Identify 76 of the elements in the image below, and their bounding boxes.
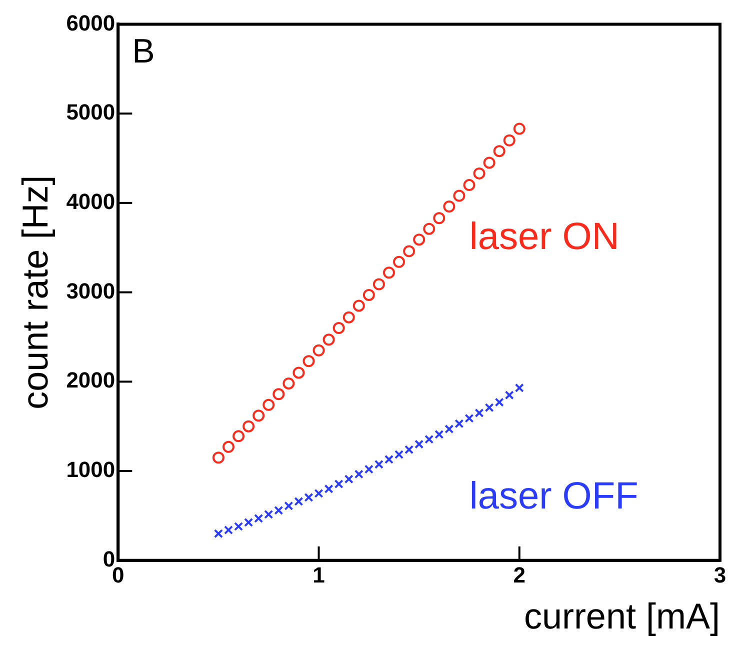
point xyxy=(262,398,275,411)
point xyxy=(272,388,285,400)
point xyxy=(372,278,385,290)
y-tick-label: 1000 xyxy=(66,457,116,482)
point xyxy=(214,529,223,538)
point xyxy=(352,300,365,312)
point xyxy=(212,452,224,464)
point xyxy=(234,522,244,531)
point xyxy=(324,484,334,494)
point xyxy=(332,322,345,334)
annotation: B xyxy=(132,32,155,71)
point xyxy=(463,179,476,192)
point xyxy=(232,430,245,442)
point xyxy=(252,410,265,422)
x-tick-label: 3 xyxy=(714,562,726,588)
point xyxy=(374,460,384,469)
x-tick-label: 2 xyxy=(513,562,526,588)
point xyxy=(413,234,426,246)
point xyxy=(364,464,374,474)
point xyxy=(284,501,294,510)
point xyxy=(493,145,506,158)
y-axis-title: count rate [Hz] xyxy=(14,175,56,410)
point xyxy=(354,470,364,479)
point xyxy=(393,256,406,268)
point xyxy=(222,440,234,453)
point xyxy=(513,122,526,135)
point xyxy=(494,398,504,407)
point xyxy=(504,390,514,400)
point xyxy=(224,525,234,535)
point xyxy=(423,222,436,235)
point xyxy=(434,430,444,439)
point xyxy=(443,200,456,213)
y-tick-label: 5000 xyxy=(66,100,116,125)
point xyxy=(312,344,325,356)
point xyxy=(453,190,466,202)
point xyxy=(404,445,414,454)
point xyxy=(414,440,424,449)
point xyxy=(344,474,354,484)
x-tick-label: 1 xyxy=(312,562,325,588)
point xyxy=(314,488,324,498)
y-tick-label: 3000 xyxy=(66,278,116,304)
point xyxy=(302,355,315,368)
point xyxy=(274,506,284,515)
y-tick-label: 6000 xyxy=(66,10,116,36)
point xyxy=(264,510,274,519)
point xyxy=(474,408,484,418)
series-label: laser OFF xyxy=(469,475,638,518)
point xyxy=(473,167,486,180)
point xyxy=(294,496,304,506)
point xyxy=(394,450,404,460)
point xyxy=(464,414,474,423)
point xyxy=(244,518,254,527)
point xyxy=(292,366,305,379)
point xyxy=(254,514,264,523)
point xyxy=(282,377,295,390)
point xyxy=(322,334,335,346)
series-label: laser ON xyxy=(469,216,620,258)
y-tick-label: 4000 xyxy=(66,188,116,214)
point xyxy=(242,420,255,432)
point xyxy=(503,134,516,146)
point xyxy=(424,434,434,444)
point xyxy=(403,245,416,258)
point xyxy=(433,212,446,224)
point xyxy=(342,311,355,324)
point xyxy=(454,419,464,428)
point xyxy=(484,403,494,412)
point xyxy=(362,288,375,301)
point xyxy=(382,266,395,279)
point xyxy=(483,156,496,169)
point xyxy=(514,383,524,392)
point xyxy=(444,424,454,434)
point xyxy=(334,479,344,489)
point xyxy=(384,454,394,464)
x-axis-title: current [mA] xyxy=(524,595,720,636)
y-tick-label: 2000 xyxy=(66,368,116,393)
point xyxy=(304,492,314,502)
